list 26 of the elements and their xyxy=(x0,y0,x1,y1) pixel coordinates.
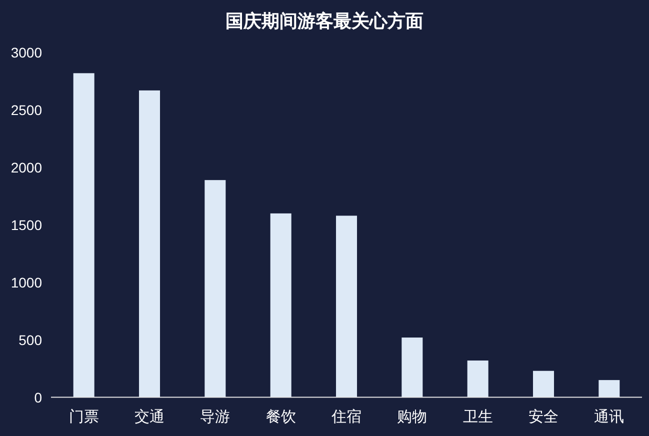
bar xyxy=(402,338,423,398)
bar xyxy=(138,90,160,398)
x-tick-label: 通讯 xyxy=(594,408,624,426)
bar xyxy=(598,380,620,398)
bar xyxy=(467,360,488,398)
y-tick-label: 0 xyxy=(34,389,42,406)
x-tick-label: 交通 xyxy=(134,408,164,426)
chart-title: 国庆期间游客最关心方面 xyxy=(226,11,424,31)
bar xyxy=(270,213,292,398)
x-tick-label: 购物 xyxy=(397,408,428,426)
x-tick-label: 卫生 xyxy=(462,408,493,426)
y-tick-label: 2000 xyxy=(10,159,42,176)
y-tick-label: 500 xyxy=(18,332,42,348)
x-tick-label: 门票 xyxy=(68,408,99,426)
x-tick-label: 住宿 xyxy=(330,408,362,426)
bar xyxy=(336,216,358,398)
y-tick-label: 2500 xyxy=(10,102,42,118)
bar xyxy=(73,73,94,398)
x-tick-label: 餐饮 xyxy=(266,408,296,426)
y-tick-label: 1500 xyxy=(10,216,42,233)
y-tick-label: 3000 xyxy=(10,44,42,60)
x-tick-label: 安全 xyxy=(528,408,558,426)
x-tick-label: 导游 xyxy=(200,408,230,426)
bar xyxy=(204,180,226,398)
y-tick-label: 1000 xyxy=(10,274,42,290)
bar xyxy=(532,370,554,398)
